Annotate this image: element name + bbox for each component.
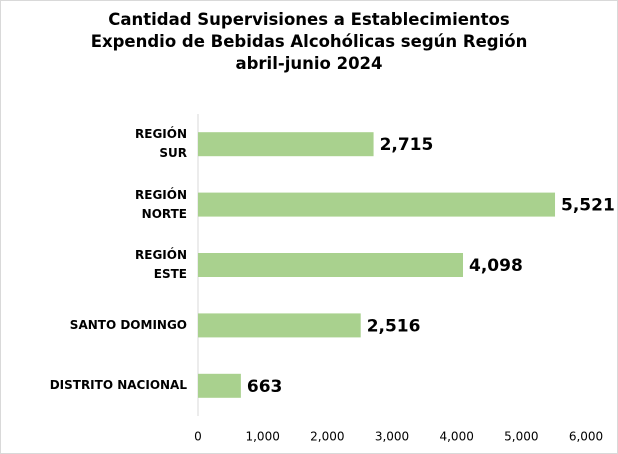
data-label: 2,715: [380, 135, 434, 155]
y-tick-label: DISTRITO NACIONAL: [49, 378, 187, 393]
data-label: 663: [247, 377, 283, 397]
y-tick-label: REGIÓN NORTE: [135, 187, 187, 221]
y-tick-label: REGIÓN ESTE: [135, 248, 187, 281]
data-label: 4,098: [469, 256, 523, 276]
x-tick-label: 4,000: [439, 430, 473, 444]
x-tick-label: 6,000: [569, 430, 603, 444]
x-tick-label: 1,000: [245, 430, 279, 444]
bar: [198, 192, 556, 217]
bar: [198, 313, 361, 338]
y-tick-label: SANTO DOMINGO: [69, 317, 187, 332]
bar: [198, 253, 464, 277]
data-label: 5,521: [561, 196, 615, 216]
data-label: 2,516: [367, 316, 421, 336]
x-tick-label: 2,000: [310, 430, 344, 444]
bar: [198, 132, 374, 157]
y-tick-label: REGIÓN SUR: [135, 127, 187, 161]
chart-title: Cantidad Supervisiones a Establecimiento…: [90, 10, 528, 73]
x-tick-label: 0: [194, 430, 202, 444]
bar: [198, 373, 241, 398]
x-tick-label: 3,000: [375, 430, 409, 444]
x-tick-label: 5,000: [504, 430, 538, 444]
